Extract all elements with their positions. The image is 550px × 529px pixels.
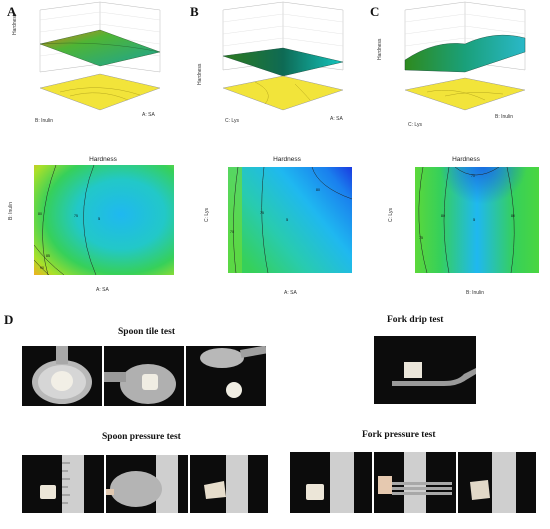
surface-plot-b	[222, 1, 344, 111]
spoon-pressure-title: Spoon pressure test	[102, 432, 181, 442]
photo-spoon-tile-3	[186, 346, 266, 406]
photo-fork-pressure-2	[374, 452, 456, 513]
contour-a-xlabel: A: SA	[96, 287, 109, 293]
contour-b-label-3: 80	[316, 188, 320, 192]
spoon-tile-title: Spoon tile test	[118, 327, 175, 337]
panel-letter-d: D	[4, 312, 14, 327]
photo-spoon-tile-2	[104, 346, 184, 406]
contour-plot-c: 5 75 80 80 70	[415, 167, 539, 273]
contour-b-xlabel: A: SA	[284, 290, 297, 296]
surface-a-ylabel: B: Inulin	[35, 118, 54, 124]
contour-c-label-4: 70	[471, 174, 475, 178]
contour-a-title: Hardness	[89, 156, 117, 163]
contour-b-title: Hardness	[273, 156, 301, 163]
contour-a-label-3: 85	[46, 254, 50, 258]
photo-spoon-pressure-2	[106, 455, 188, 513]
panel-letter-a: A	[7, 4, 17, 19]
surface-plot-c	[404, 1, 526, 111]
contour-plot-b: 5 70 75 80	[228, 167, 352, 273]
surface-b-zlabel: Hardness	[197, 63, 203, 85]
contour-a-center: 5	[98, 216, 101, 221]
photo-fork-pressure-1	[290, 452, 372, 513]
surface-c-xlabel: B: Inulin	[495, 114, 514, 120]
photo-spoon-pressure-1	[22, 455, 104, 513]
surface-a-zlabel: Hardness	[12, 13, 18, 35]
contour-c-label-2: 80	[441, 214, 445, 218]
contour-a-ylabel: B: Inulin	[8, 201, 14, 220]
panel-letter-c: C	[370, 4, 380, 19]
surface-plot-a	[39, 1, 161, 111]
contour-c-label-1: 75	[419, 236, 423, 240]
surface-c-zlabel: Hardness	[377, 38, 383, 60]
surface-b-ylabel: C: Lys	[225, 118, 239, 124]
contour-b-label-1: 70	[230, 230, 234, 234]
contour-c-label-3: 80	[511, 214, 515, 218]
photo-spoon-tile-1	[22, 346, 102, 406]
contour-a-label-2: 80	[38, 212, 42, 216]
contour-b-label-2: 75	[260, 211, 264, 215]
contour-c-ylabel: C: Lys	[388, 208, 394, 222]
surface-c-ylabel: C: Lys	[408, 122, 422, 128]
contour-a-label-1: 75	[74, 214, 78, 218]
contour-c-xlabel: B: Inulin	[466, 290, 485, 296]
contour-c-title: Hardness	[452, 156, 480, 163]
contour-plot-a: 5 75 80 85 90	[34, 165, 174, 275]
fork-drip-title: Fork drip test	[387, 315, 444, 325]
photo-fork-drip	[374, 336, 476, 404]
surface-a-xlabel: A: SA	[142, 112, 155, 118]
contour-b-ylabel: C: Lys	[204, 208, 210, 222]
contour-c-center: 5	[473, 217, 476, 222]
surface-b-xlabel: A: SA	[330, 116, 343, 122]
photo-spoon-pressure-3	[190, 455, 268, 513]
photo-fork-pressure-3	[458, 452, 536, 513]
panel-letter-b: B	[190, 4, 199, 19]
contour-a-label-4: 90	[40, 266, 44, 270]
contour-b-center: 5	[286, 217, 289, 222]
fork-pressure-title: Fork pressure test	[362, 430, 436, 440]
